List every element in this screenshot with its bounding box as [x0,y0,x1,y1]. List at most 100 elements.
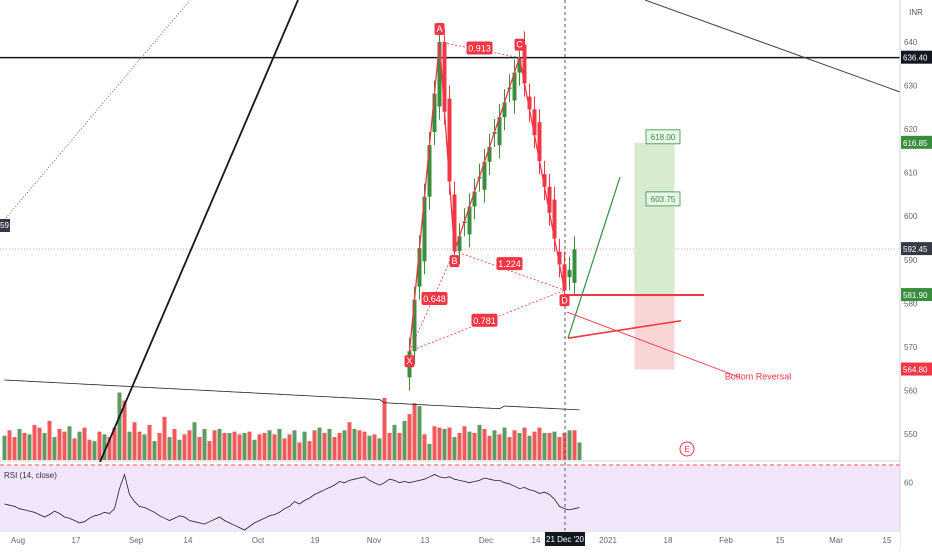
volume-bar [62,431,67,460]
volume-bar [472,433,477,460]
position-loss-zone [634,295,675,370]
volume-bar [567,430,572,460]
price-marker-badge [901,362,932,376]
price-marker-badge [901,288,932,302]
time-tick-label: Mar [829,536,843,545]
volume-bar [392,424,397,460]
volume-bar [232,431,237,460]
volume-bar [412,403,417,460]
candle-body [422,196,427,262]
volume-bar [307,441,312,460]
candle-body [437,42,442,107]
volume-bar [67,426,72,460]
target-callout-box [645,191,681,207]
rsi-layer: RSI (14, close) [4,471,580,531]
volume-bar [372,434,377,460]
volume-bar [462,426,467,460]
volume-bar [197,437,202,460]
volume-bar [367,435,372,460]
volume-bar [192,422,197,460]
currency-label: INR [909,8,923,17]
volume-bar [312,430,317,460]
candle-body [482,161,487,190]
volume-bar [272,434,277,460]
volume-ma-line [4,379,580,411]
candle-body [557,251,562,265]
volume-bar [517,433,522,460]
candle-body [417,248,422,287]
candle-body [512,72,517,101]
volume-bar [137,431,142,460]
volume-bar [217,428,222,460]
volume-bar [512,430,517,460]
price-tick-label: 630 [904,82,918,91]
time-axis-bg [0,531,900,550]
volume-bar [452,437,457,460]
candle-body [432,93,437,133]
target-callout-label: 618.00 [651,133,676,142]
price-tick-label: 560 [904,386,918,395]
volume-bar [182,434,187,460]
callout-line [566,311,741,378]
trend-line-dotted [0,0,191,226]
trend-line-descending [644,0,901,93]
volume-bar [187,430,192,460]
volume-bar [442,428,447,460]
pattern-point-label: A [436,24,442,34]
volume-bar [277,428,282,460]
time-tick-label: Oct [252,536,265,545]
volume-bar [327,428,332,460]
volume-bar [382,397,387,460]
volume-layer [2,379,582,460]
candle-body [472,191,477,207]
volume-bar [287,434,292,460]
volume-bar [322,433,327,460]
volume-bar [2,435,7,460]
volume-bar [337,433,342,460]
pattern-point-badge [434,23,445,35]
price-marker-label: 564.80 [903,366,928,375]
price-tick-label: 550 [904,430,918,439]
time-tick-label: 17 [72,536,81,545]
volume-bar [237,434,242,460]
volume-bar [362,431,367,460]
volume-bar [157,433,162,460]
crosshair-date-label: 21 Dec '20 [546,535,585,544]
trend-line-black [99,0,299,463]
rsi-tick-label: 60 [904,479,913,488]
volume-bar [7,430,12,460]
volume-bar [177,439,182,460]
price-marker-label: 592.45 [903,245,928,254]
ratio-label: 1.224 [498,259,521,269]
volume-bar [257,434,262,460]
volume-bar [282,438,287,460]
candle-body [522,44,527,84]
volume-bar [227,433,232,460]
position-profit-zone [634,142,675,296]
volume-bar [572,430,577,460]
price-marker-badge [901,135,932,149]
volume-bar [522,427,527,460]
pattern-point-badge [559,294,570,307]
volume-bar [17,428,22,460]
volume-bar [387,433,392,460]
pattern-layer[interactable]: X A B C D 0.913 1.224 0.648 0.781 Bottom Reversal… [404,23,792,457]
volume-bar [92,441,97,460]
price-tick-label: 610 [904,169,918,178]
drawing-layer[interactable] [0,0,901,550]
volume-bar [262,433,267,460]
volume-bar [532,431,537,460]
volume-bar [297,442,302,460]
ratio-badge [471,313,498,327]
time-tick-label: 15 [776,536,785,545]
crosshair-date-badge [545,532,585,546]
volume-bar [352,428,357,460]
candle-body [467,206,472,235]
pattern-point-badge [514,38,525,51]
candle-body [502,102,507,118]
background-layer [0,248,900,530]
volume-bar [357,430,362,460]
